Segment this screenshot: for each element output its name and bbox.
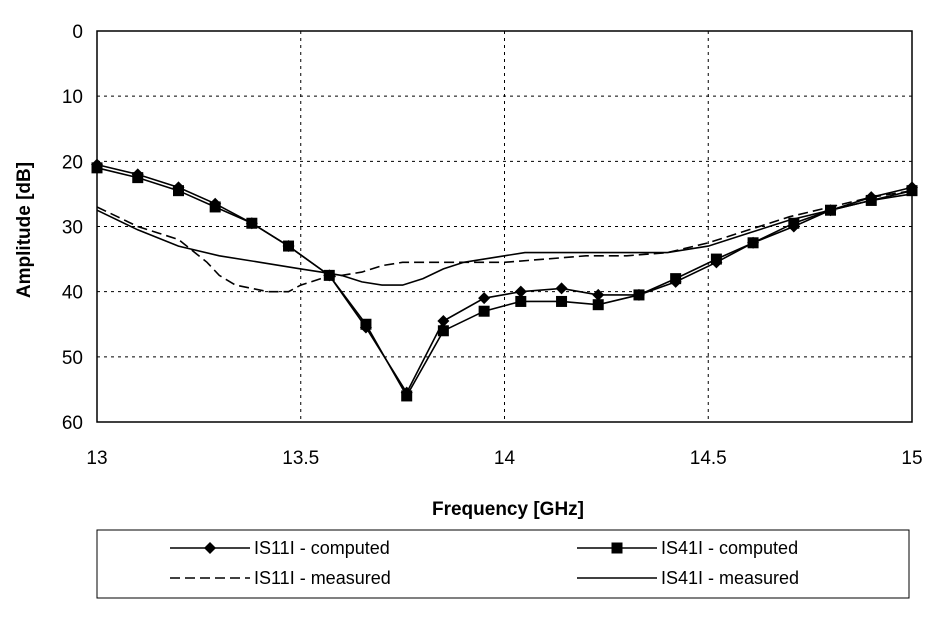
x-tick-labels: 13 13.5 14 14.5 15	[86, 448, 922, 469]
y-tick-label: 10	[62, 87, 83, 108]
data-point	[173, 185, 184, 197]
x-tick-label: 14	[494, 448, 516, 469]
data-point	[710, 253, 722, 265]
x-axis-title: Frequency [GHz]	[432, 499, 584, 520]
data-point	[478, 292, 491, 305]
legend-entry: IS41I - computed	[577, 538, 798, 558]
data-point	[437, 325, 449, 337]
legend-label: IS11I - computed	[254, 538, 390, 558]
series-2	[91, 162, 918, 402]
x-tick-label: 15	[901, 448, 922, 469]
data-point	[514, 285, 527, 298]
data-point	[401, 390, 413, 402]
data-point	[437, 314, 450, 327]
data-point	[906, 185, 918, 197]
y-tick-label: 20	[62, 152, 83, 173]
x-tick-label: 14.5	[690, 448, 727, 469]
data-point	[592, 288, 605, 301]
y-tick-label: 0	[72, 22, 83, 43]
legend-marker	[611, 542, 623, 554]
legend-label: IS41I - measured	[661, 568, 799, 588]
legend-label: IS41I - computed	[661, 538, 798, 558]
data-point	[556, 295, 568, 307]
series-line	[96, 193, 913, 286]
data-point	[788, 217, 800, 229]
data-point	[209, 201, 221, 213]
data-point	[478, 305, 490, 317]
data-point	[360, 318, 372, 330]
legend-entry: IS11I - measured	[170, 568, 391, 588]
y-tick-label: 30	[62, 218, 83, 239]
legend-marker	[204, 542, 216, 554]
data-point	[515, 295, 527, 307]
legend-label: IS11I - measured	[254, 568, 391, 588]
x-tick-label: 13	[86, 448, 107, 469]
y-axis-title: Amplitude [dB]	[14, 162, 35, 298]
grid	[97, 31, 912, 422]
x-tick-label: 13.5	[282, 448, 319, 469]
series-layer	[91, 158, 918, 402]
y-tick-label: 40	[62, 283, 83, 304]
data-point	[670, 273, 682, 285]
series-line	[96, 189, 913, 293]
data-point	[283, 240, 295, 252]
data-point	[91, 162, 103, 174]
y-tick-label: 50	[62, 348, 83, 369]
plot-area	[96, 30, 913, 423]
data-point	[633, 289, 645, 301]
legend-entry: IS41I - measured	[577, 568, 799, 588]
series-line	[96, 163, 913, 395]
legend-box	[96, 529, 910, 599]
y-tick-labels: 0 10 20 30 40 50 60	[62, 22, 83, 434]
y-tick-label: 60	[62, 413, 83, 434]
series-4	[96, 193, 913, 286]
data-point	[555, 282, 568, 295]
data-point	[132, 172, 144, 184]
series-3	[96, 189, 913, 293]
data-point	[246, 217, 258, 229]
series-line	[96, 167, 913, 398]
legend-entry: IS11I - computed	[170, 538, 390, 558]
legend: IS11I - computed IS41I - computed IS11I - …	[96, 529, 910, 599]
data-point	[323, 269, 335, 281]
data-point	[592, 299, 604, 311]
data-point	[747, 237, 759, 249]
